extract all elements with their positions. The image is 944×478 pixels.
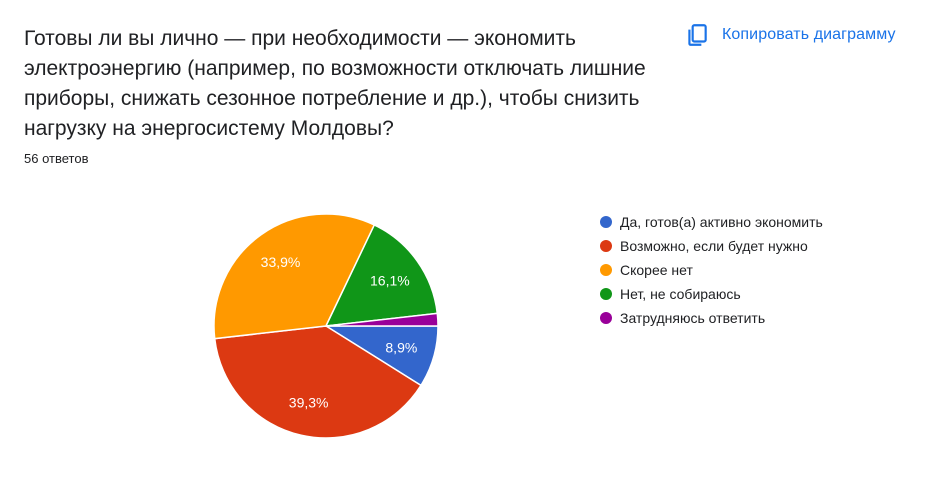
legend-label-4: Нет, не собираюсь [620, 286, 741, 302]
legend-item-5: Затрудняюсь ответить [600, 306, 823, 330]
response-count: 56 ответов [24, 151, 89, 166]
pie-label-2: 39,3% [289, 394, 329, 410]
pie-slice-2[interactable] [213, 325, 422, 439]
pie-label-3: 33,9% [261, 254, 301, 270]
copy-chart-label: Копировать диаграмму [722, 26, 896, 43]
legend-item-2: Возможно, если будет нужно [600, 234, 823, 258]
legend-marker-1 [600, 216, 612, 228]
legend-label-3: Скорее нет [620, 262, 693, 278]
legend-marker-2 [600, 240, 612, 252]
copy-chart-button[interactable]: Копировать диаграмму [678, 18, 902, 52]
legend-label-1: Да, готов(а) активно экономить [620, 214, 823, 230]
pie-slice-4[interactable] [324, 223, 439, 327]
legend-item-4: Нет, не собираюсь [600, 282, 823, 306]
pie-slice-5[interactable] [325, 312, 439, 327]
legend-label-2: Возможно, если будет нужно [620, 238, 808, 254]
question-title: Готовы ли вы лично — при необходимости —… [24, 27, 646, 140]
legend-item-1: Да, готов(а) активно экономить [600, 210, 823, 234]
legend-marker-5 [600, 312, 612, 324]
pie-label-1: 8,9% [385, 340, 417, 356]
legend-marker-3 [600, 264, 612, 276]
legend-item-3: Скорее нет [600, 258, 823, 282]
legend-label-5: Затрудняюсь ответить [620, 310, 766, 326]
copy-icon [688, 24, 707, 46]
chart-legend: Да, готов(а) активно экономить Возможно, … [600, 210, 823, 330]
legend-marker-4 [600, 288, 612, 300]
pie-label-4: 16,1% [370, 273, 410, 289]
